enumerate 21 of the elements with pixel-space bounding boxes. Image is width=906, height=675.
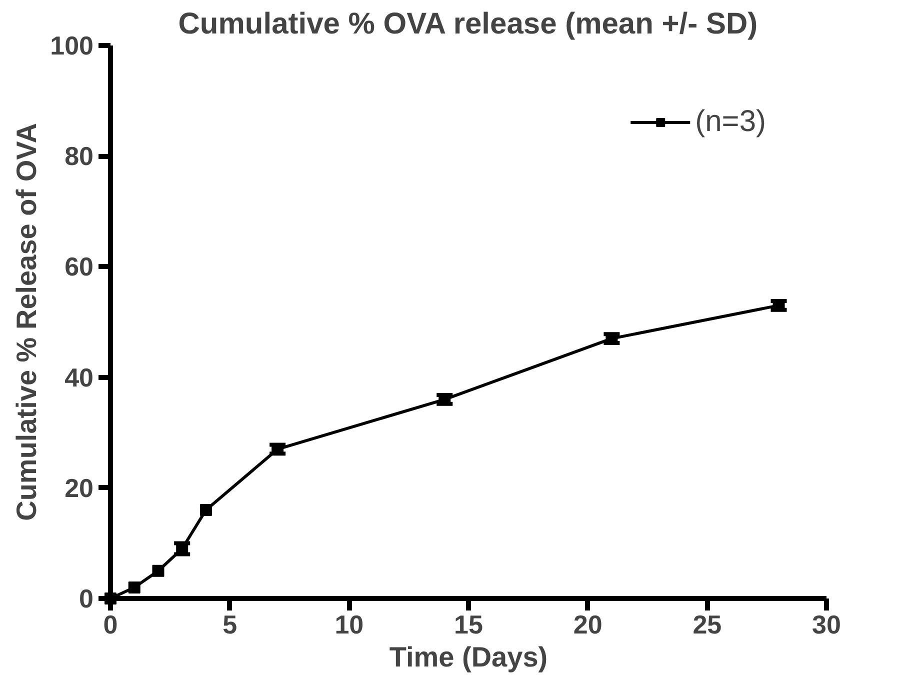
x-tick-label: 20 [573,610,602,640]
y-tick-label: 80 [64,141,94,172]
x-tick-label: 10 [334,610,364,640]
y-tick-label: 40 [64,362,94,392]
point [104,592,116,604]
y-tick-label: 20 [64,472,94,503]
x-tick-label: 25 [692,610,722,640]
x-axis-title: Time (Days) [389,642,548,672]
x-tick-label: 5 [222,610,238,640]
y-tick-label: 0 [79,584,94,614]
point [152,564,164,577]
x-tick-label: 30 [812,610,841,640]
x-tick-label: 0 [103,610,118,640]
chart-title: Cumulative % OVA release (mean +/- SD) [178,8,758,40]
y-tick-label: 60 [64,252,94,282]
x-tick-label: 15 [454,610,483,640]
point [128,581,140,594]
point [200,504,212,516]
y-tick-label: 100 [50,30,94,60]
legend-label: (n=3) [695,105,766,139]
y-axis-title: Cumulative % Release of OVA [11,123,42,521]
